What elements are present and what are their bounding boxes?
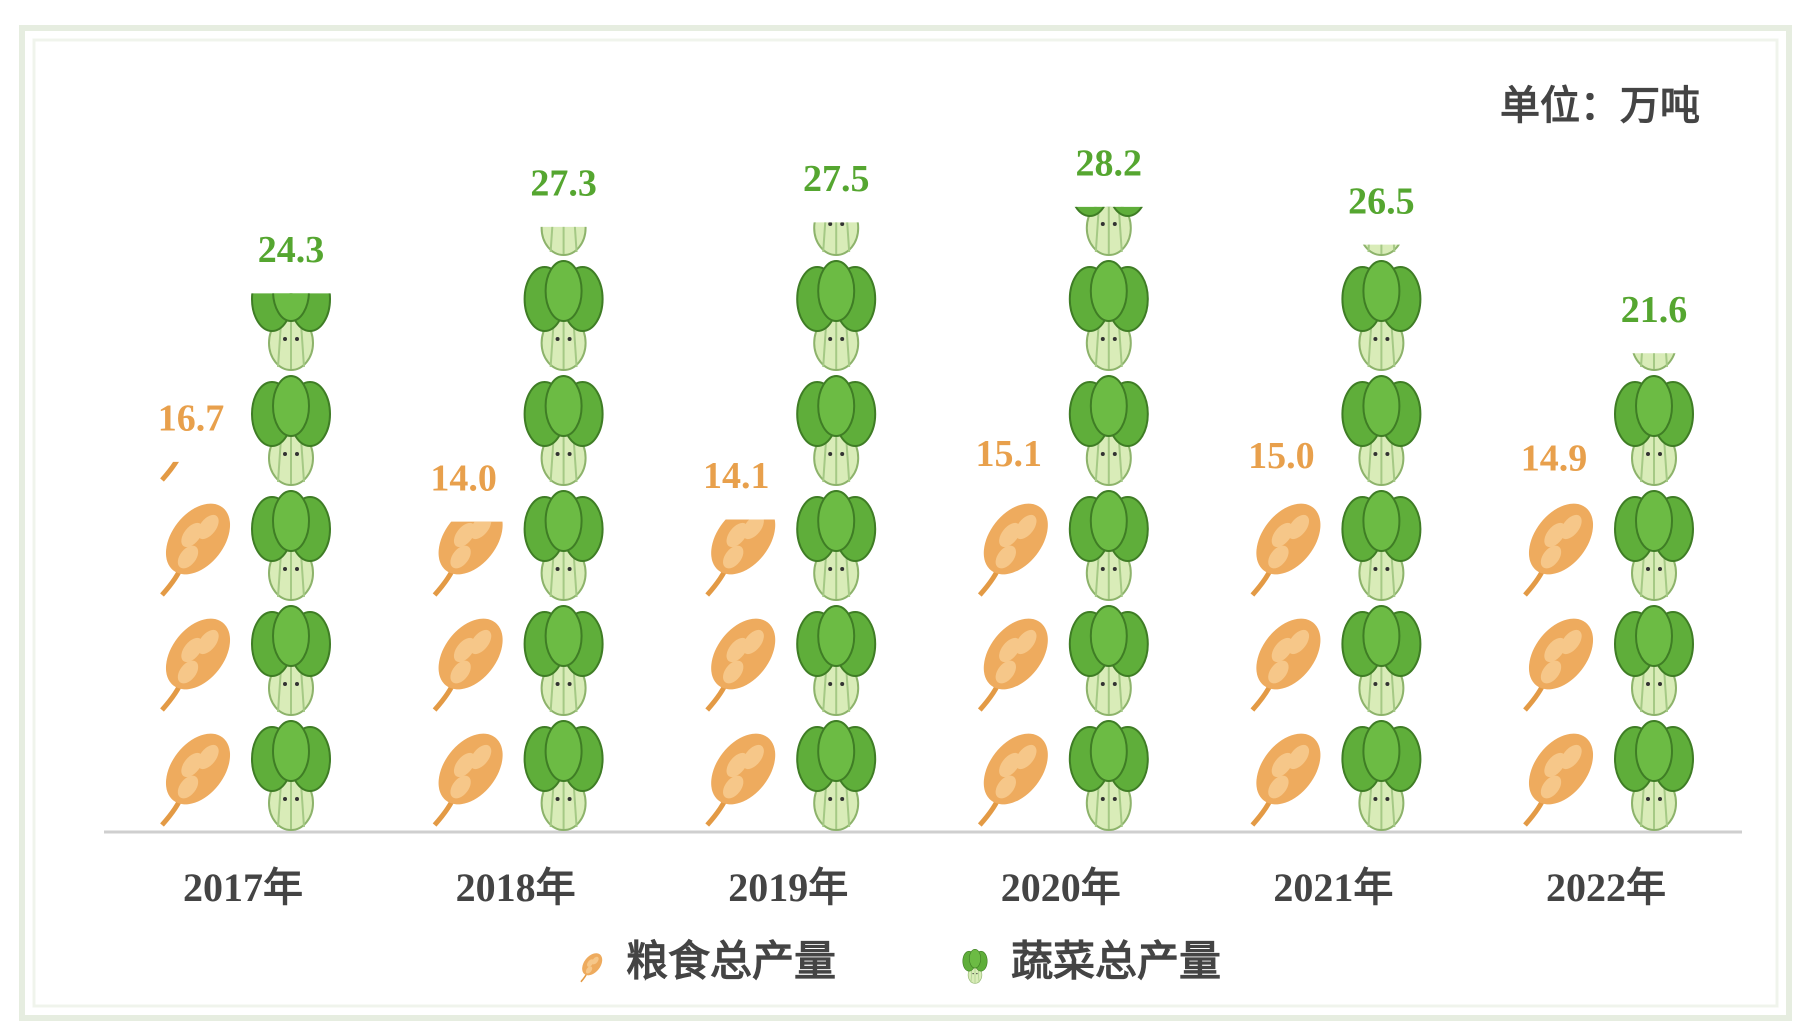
- icon: [251, 490, 331, 601]
- legend-label: 粮食总产量: [626, 939, 836, 986]
- icon: [698, 491, 788, 595]
- pictograph-bar: [1243, 491, 1333, 825]
- icon: [1341, 260, 1422, 371]
- icon: [1068, 375, 1149, 486]
- pictograph-bar: [251, 293, 331, 831]
- icon: [796, 260, 877, 371]
- pictograph-bar: [698, 491, 788, 825]
- icon: [523, 375, 604, 486]
- icon: [251, 720, 331, 831]
- icon: [698, 606, 788, 710]
- pictograph-bar: [971, 491, 1061, 825]
- value-label: 15.0: [1248, 435, 1315, 477]
- icon: [971, 606, 1061, 710]
- x-tick-label: 2021年: [1273, 865, 1393, 910]
- pictograph-bar: [523, 226, 604, 831]
- pictograph-bar: [1068, 206, 1149, 831]
- icon: [523, 720, 604, 831]
- icon: [1614, 490, 1694, 601]
- pictograph-bar: [1614, 353, 1694, 831]
- icon: [153, 721, 243, 825]
- pictograph-bar: [153, 376, 243, 825]
- icon: [1614, 720, 1694, 831]
- icon: [1516, 721, 1606, 825]
- icon: [1614, 375, 1694, 486]
- icon: [1068, 490, 1149, 601]
- x-tick-label: 2018年: [456, 865, 576, 910]
- x-tick-label: 2022年: [1546, 865, 1666, 910]
- icon: [153, 491, 243, 595]
- legend-label: 蔬菜总产量: [1011, 939, 1221, 986]
- icon: [1516, 606, 1606, 710]
- icon: [523, 260, 604, 371]
- legend-icon: [577, 948, 604, 983]
- icon: [1516, 491, 1606, 595]
- pictograph-bar: [1516, 491, 1606, 825]
- icon: [251, 375, 331, 486]
- icon: [153, 606, 243, 710]
- value-label: 26.5: [1348, 180, 1415, 222]
- icon: [425, 721, 515, 825]
- icon: [698, 721, 788, 825]
- pictograph-bar: [1341, 244, 1422, 831]
- value-label: 28.2: [1076, 143, 1143, 185]
- icon: [425, 491, 515, 595]
- icon: [971, 491, 1061, 595]
- pictograph-bar: [425, 491, 515, 825]
- icon: [796, 375, 877, 486]
- icon: [1068, 605, 1149, 716]
- icon: [251, 605, 331, 716]
- icon: [796, 490, 877, 601]
- icon: [1243, 606, 1333, 710]
- value-label: 24.3: [258, 229, 325, 271]
- value-label: 27.3: [530, 163, 597, 205]
- icon: [1341, 490, 1422, 601]
- icon: [1068, 720, 1149, 831]
- icon: [523, 605, 604, 716]
- icon: [1341, 375, 1422, 486]
- x-tick-label: 2020年: [1001, 865, 1121, 910]
- value-label: 16.7: [158, 398, 225, 440]
- icon: [1068, 260, 1149, 371]
- icon: [796, 605, 877, 716]
- value-label: 14.1: [703, 455, 770, 497]
- icon: [1614, 605, 1694, 716]
- icon: [1243, 721, 1333, 825]
- legend-icon: [962, 948, 988, 984]
- pictograph-bar: [796, 222, 877, 831]
- x-tick-label: 2019年: [728, 865, 848, 910]
- value-label: 27.5: [803, 158, 870, 200]
- icon: [1341, 605, 1422, 716]
- icon: [1243, 491, 1333, 595]
- frame: [19, 25, 1792, 1021]
- inner-frame: [32, 38, 1779, 1008]
- icon: [425, 606, 515, 710]
- value-label: 14.9: [1521, 437, 1588, 479]
- x-tick-label: 2017年: [183, 865, 303, 910]
- icon: [1341, 720, 1422, 831]
- value-label: 21.6: [1621, 289, 1688, 331]
- icon: [971, 721, 1061, 825]
- icon: [251, 293, 331, 371]
- unit-label: 单位：万吨: [1500, 83, 1700, 128]
- icon: [796, 720, 877, 831]
- value-label: 15.1: [976, 433, 1043, 475]
- value-label: 14.0: [430, 457, 497, 499]
- icon: [523, 490, 604, 601]
